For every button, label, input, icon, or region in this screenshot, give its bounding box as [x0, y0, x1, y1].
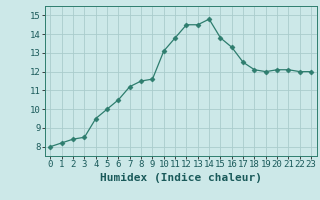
X-axis label: Humidex (Indice chaleur): Humidex (Indice chaleur): [100, 173, 262, 183]
